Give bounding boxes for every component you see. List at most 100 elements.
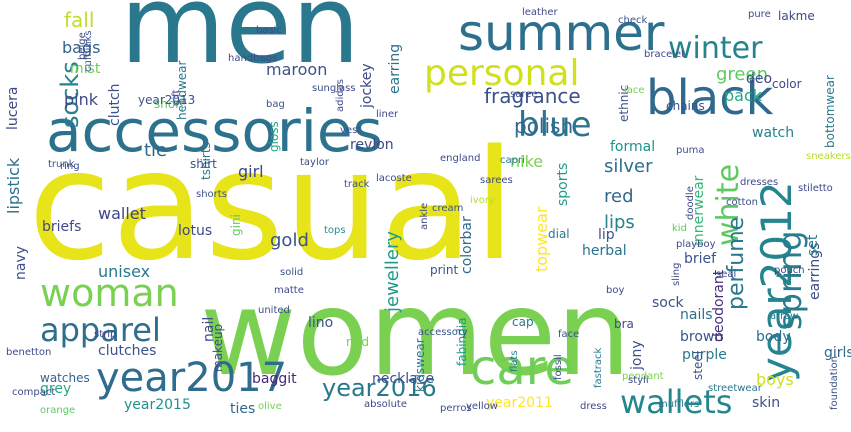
cloud-word-year2011: year2011 bbox=[486, 395, 553, 411]
cloud-word-england: england bbox=[440, 153, 481, 164]
cloud-word-boys: boys bbox=[756, 370, 794, 389]
cloud-word-year2017: year2017 bbox=[96, 355, 288, 401]
cloud-word-black: black bbox=[646, 70, 774, 126]
cloud-word-lucera: lucera bbox=[5, 86, 21, 130]
cloud-word-red: red bbox=[604, 186, 634, 207]
cloud-word-playboy: playboy bbox=[676, 239, 716, 250]
cloud-word-maroon: maroon bbox=[266, 60, 328, 79]
cloud-word-accessories: accessories bbox=[46, 97, 383, 165]
cloud-word-sock: sock bbox=[652, 295, 684, 311]
cloud-word-flats: flats bbox=[509, 350, 520, 372]
cloud-word-stiletto: stiletto bbox=[798, 183, 833, 194]
cloud-word-ankle: ankle bbox=[419, 202, 430, 230]
cloud-word-absolute: absolute bbox=[364, 399, 407, 410]
cloud-word-track: track bbox=[344, 179, 370, 190]
cloud-word-winter: winter bbox=[668, 31, 763, 66]
cloud-word-perros: perros bbox=[440, 403, 472, 414]
cloud-word-lotus: lotus bbox=[178, 223, 213, 239]
cloud-word-chains: chains bbox=[666, 99, 705, 113]
cloud-word-liner: liner bbox=[376, 109, 399, 120]
cloud-word-silver: silver bbox=[604, 156, 653, 177]
cloud-word-fastrack: fastrack bbox=[593, 347, 604, 388]
cloud-word-handbags: handbags bbox=[228, 53, 278, 64]
cloud-word-dress: dress bbox=[580, 401, 607, 412]
cloud-word-makeup: makeup bbox=[211, 323, 225, 372]
cloud-word-formal: formal bbox=[610, 139, 656, 155]
cloud-word-strip: strip bbox=[94, 329, 117, 340]
cloud-word-bottomwear: bottomwear bbox=[823, 75, 837, 148]
cloud-word-wallet: wallet bbox=[98, 204, 146, 223]
cloud-word-colorbar: colorbar bbox=[459, 216, 475, 274]
cloud-word-sneakers: sneakers bbox=[806, 151, 851, 162]
cloud-word-lacoste: lacoste bbox=[376, 173, 412, 184]
cloud-word-nike: nike bbox=[510, 152, 544, 171]
cloud-word-lipstick: lipstick bbox=[4, 157, 23, 214]
cloud-word-reid: reid bbox=[346, 335, 370, 349]
cloud-word-fossil: fossil bbox=[553, 354, 564, 380]
cloud-word-matte: matte bbox=[274, 285, 304, 296]
cloud-word-foundation: foundation bbox=[829, 356, 840, 410]
cloud-word-kidswear: kidswear bbox=[413, 338, 427, 392]
cloud-word-trunk: trunk bbox=[48, 159, 75, 170]
cloud-word-color: color bbox=[772, 77, 802, 91]
cloud-word-mist: mist bbox=[70, 61, 101, 77]
cloud-word-lakme: lakme bbox=[778, 9, 815, 23]
cloud-word-jockey: jockey bbox=[359, 63, 375, 108]
cloud-word-gloss: gloss bbox=[267, 121, 281, 152]
cloud-word-fabindia: fabindia bbox=[455, 317, 469, 366]
cloud-word-women: women bbox=[200, 264, 632, 402]
cloud-word-boy: boy bbox=[606, 285, 625, 296]
cloud-word-tops: tops bbox=[324, 225, 346, 236]
cloud-word-clutch: clutch bbox=[107, 83, 123, 126]
cloud-word-pink: pink bbox=[64, 90, 99, 109]
cloud-word-lip: lip bbox=[598, 227, 615, 243]
cloud-word-sarees: sarees bbox=[480, 175, 513, 186]
cloud-word-tie: tie bbox=[144, 140, 168, 161]
cloud-word-brief: brief bbox=[684, 251, 717, 267]
cloud-word-kid: kid bbox=[672, 223, 687, 234]
cloud-word-arrow: arrow bbox=[770, 311, 799, 322]
cloud-word-year2015: year2015 bbox=[124, 397, 191, 413]
cloud-word-ivory: ivory bbox=[470, 195, 495, 206]
cloud-word-earring: earring bbox=[387, 43, 403, 94]
cloud-word-year2016: year2016 bbox=[322, 374, 437, 402]
cloud-word-beige: beige bbox=[77, 32, 88, 60]
cloud-word-personal: personal bbox=[424, 53, 580, 94]
cloud-word-lips: lips bbox=[604, 212, 635, 233]
cloud-word-basic: basic bbox=[256, 25, 282, 36]
cloud-word-woman: woman bbox=[40, 271, 179, 315]
cloud-word-shirt: shirt bbox=[190, 157, 217, 171]
cloud-word-perfume: perfume bbox=[724, 216, 749, 310]
cloud-word-streetwear: streetwear bbox=[708, 383, 762, 394]
cloud-word-lino: lino bbox=[308, 315, 334, 331]
cloud-word-purple: purple bbox=[682, 347, 727, 363]
cloud-word-bags: bags bbox=[62, 38, 101, 57]
cloud-word-saree: saree bbox=[510, 89, 538, 100]
cloud-word-capri: capri bbox=[500, 155, 525, 166]
cloud-word-polish: polish bbox=[514, 114, 574, 138]
cloud-word-united: united bbox=[258, 305, 290, 316]
cloud-word-fall: fall bbox=[64, 8, 95, 32]
cloud-word-apparel: apparel bbox=[40, 311, 161, 349]
cloud-word-deodorant: deodorant bbox=[711, 269, 727, 342]
cloud-word-puma: puma bbox=[676, 145, 705, 156]
cloud-word-dial: dial bbox=[548, 227, 570, 241]
cloud-word-accessory: accessory bbox=[418, 327, 468, 338]
cloud-word-check: check bbox=[618, 15, 648, 26]
cloud-word-pouch: pouch bbox=[774, 265, 805, 276]
cloud-word-skin: skin bbox=[752, 395, 781, 411]
cloud-word-briefs: briefs bbox=[42, 219, 82, 235]
cloud-word-compact: compact bbox=[12, 387, 56, 398]
cloud-word-steel: steel bbox=[691, 350, 705, 380]
cloud-word-wallets: wallets bbox=[620, 383, 733, 421]
cloud-word-bracelet: bracelet bbox=[644, 49, 686, 60]
cloud-word-ring: ring bbox=[60, 161, 80, 172]
cloud-word-solid: solid bbox=[280, 267, 304, 278]
cloud-word-watches: watches bbox=[40, 371, 90, 385]
cloud-word-nails: nails bbox=[680, 307, 713, 323]
cloud-word-jony: jony bbox=[629, 340, 645, 370]
cloud-word-baggit: baggit bbox=[252, 371, 297, 387]
cloud-word-jewellery: jewellery bbox=[382, 231, 403, 312]
cloud-word-pure: pure bbox=[748, 9, 771, 20]
